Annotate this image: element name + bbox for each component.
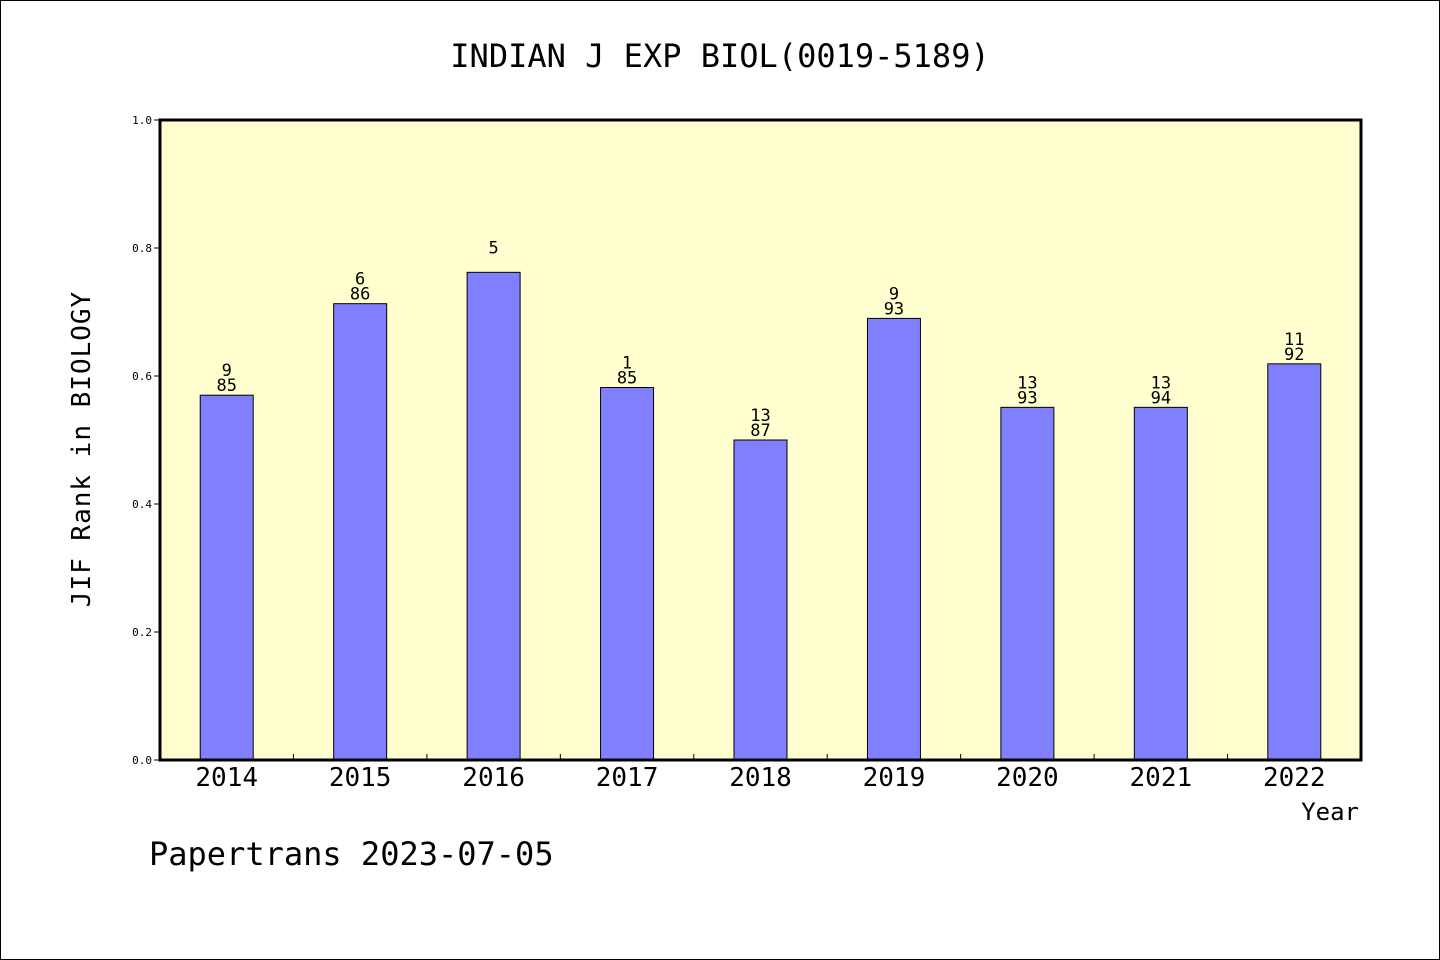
x-tick-label: 2021 xyxy=(1130,763,1193,793)
x-tick-label: 2019 xyxy=(863,763,926,793)
bar-2016 xyxy=(466,271,521,761)
plot-frame xyxy=(158,118,1363,762)
y-tick-label: 0.0 xyxy=(132,754,152,767)
bar-label-rank: 9 xyxy=(222,361,232,381)
y-axis: 0.0 0.2 0.4 0.6 0.8 1.0 xyxy=(132,114,160,767)
x-tick-label: 2015 xyxy=(329,763,392,793)
x-tick-label: 2022 xyxy=(1263,763,1326,793)
x-axis-label: Year xyxy=(1301,798,1359,826)
y-tick-label: 0.6 xyxy=(132,370,152,383)
bar-label-total: 85 xyxy=(216,376,236,396)
bar-label-rank: 13 xyxy=(750,406,770,426)
bar-2021 xyxy=(1133,406,1188,761)
bar-label-rank: 1 xyxy=(622,354,632,374)
bar-2014 xyxy=(199,394,254,761)
x-tick-label: 2018 xyxy=(729,763,792,793)
bar-2019 xyxy=(866,317,921,761)
bar-label-total: 87 xyxy=(750,421,770,441)
x-axis: 2014 2015 2016 2017 2018 2019 2020 2021 2022 xyxy=(195,754,1326,793)
bar-label-rank: 13 xyxy=(1151,373,1171,393)
y-tick-label: 1.0 xyxy=(132,114,152,127)
bar-label-total: 92 xyxy=(1284,345,1304,365)
y-tick-label: 0.4 xyxy=(132,498,152,511)
bar-label-rank: 11 xyxy=(1284,330,1304,350)
y-tick-label: 0.2 xyxy=(132,626,152,639)
bar-2020 xyxy=(1000,406,1055,761)
bar-label-rank: 9 xyxy=(889,284,899,304)
bar-label-total: 94 xyxy=(1151,388,1171,408)
footer-text: Papertrans 2023-07-05 xyxy=(149,835,554,873)
y-tick-label: 0.8 xyxy=(132,242,152,255)
bar-2022 xyxy=(1267,363,1322,761)
bar-2015 xyxy=(333,303,388,761)
x-tick-label: 2016 xyxy=(462,763,525,793)
x-tick-label: 2014 xyxy=(195,763,258,793)
bar-label-total: 93 xyxy=(1017,388,1037,408)
bar-label-rank: 5 xyxy=(488,238,498,258)
bar-2017 xyxy=(600,387,655,761)
bar-label-total: 85 xyxy=(617,369,637,389)
bar-label-total: 86 xyxy=(350,285,370,305)
x-tick-label: 2020 xyxy=(996,763,1059,793)
chart-title: INDIAN J EXP BIOL(0019-5189) xyxy=(450,37,989,75)
bars-group xyxy=(199,271,1322,761)
bar-2018 xyxy=(733,439,788,761)
x-tick-label: 2017 xyxy=(596,763,659,793)
y-axis-label: JIF Rank in BIOLOGY xyxy=(67,291,97,607)
bar-label-total: 93 xyxy=(884,299,904,319)
bar-label-rank: 6 xyxy=(355,270,365,290)
bar-label-rank: 13 xyxy=(1017,373,1037,393)
